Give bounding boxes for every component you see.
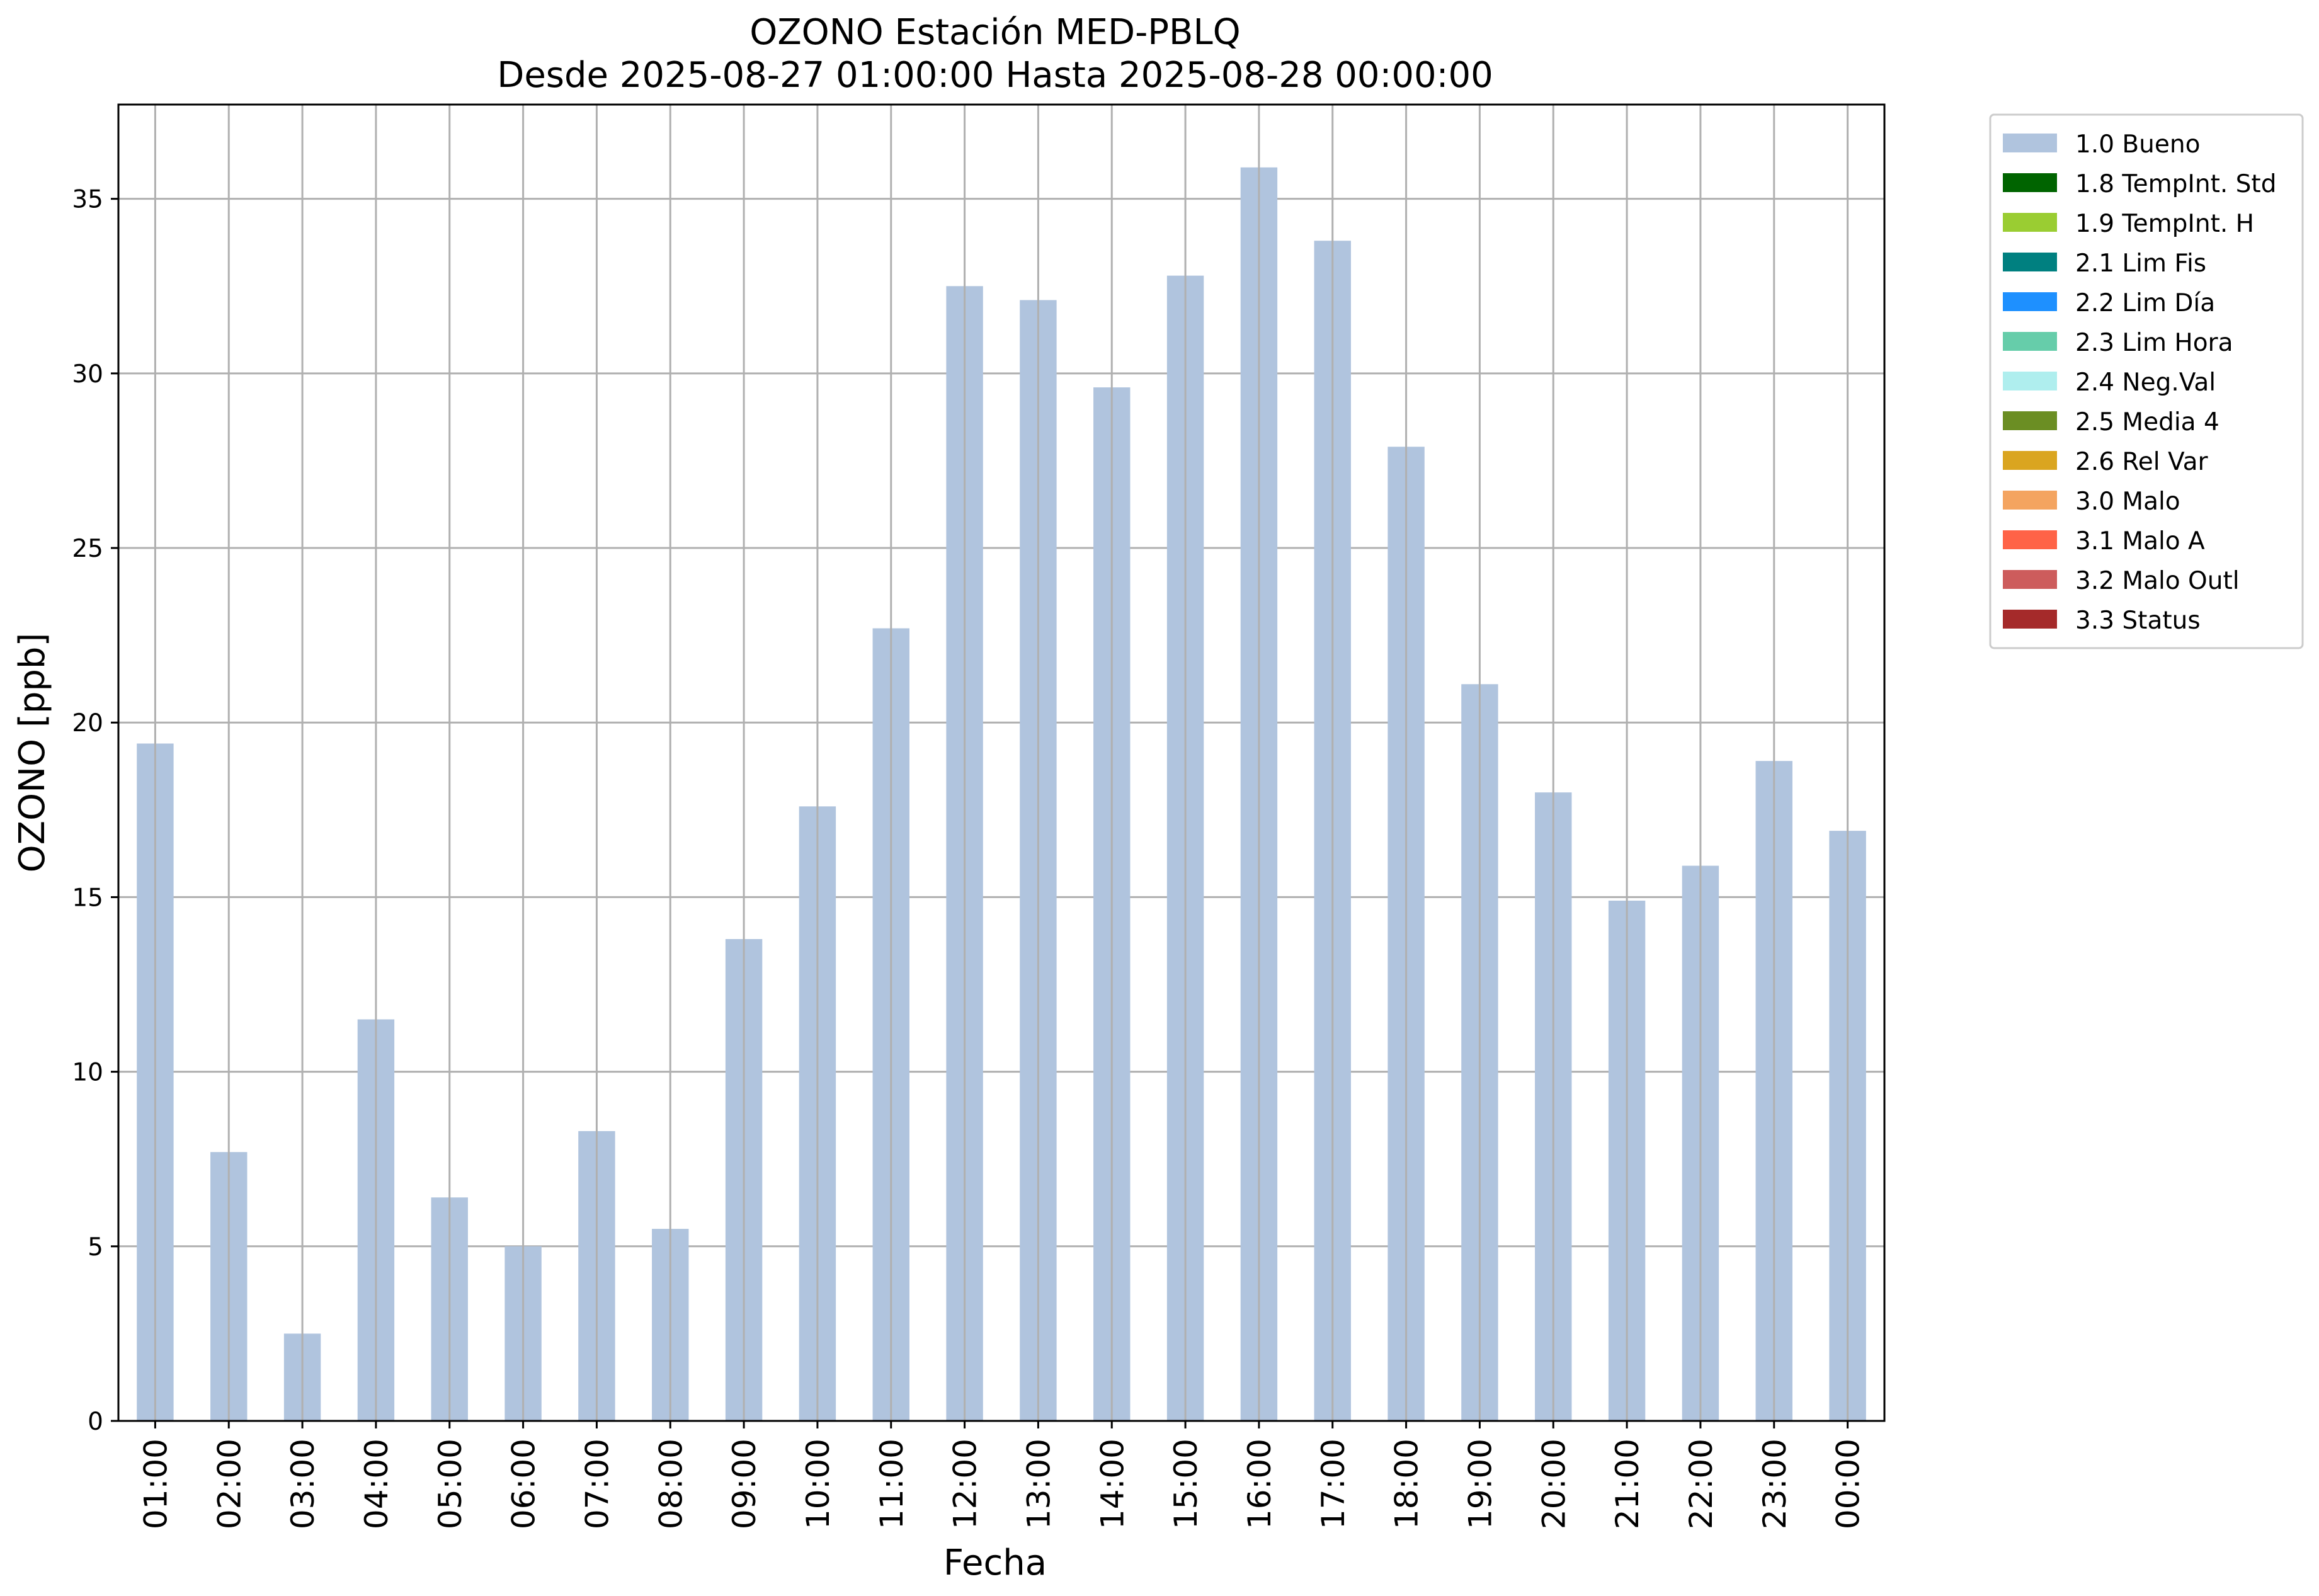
legend-swatch — [2003, 173, 2057, 192]
legend-label: 3.2 Malo Outl — [2075, 567, 2240, 595]
legend-label: 2.5 Media 4 — [2075, 408, 2219, 436]
y-axis-ticks: 0 5 10 15 20 25 30 35 — [72, 186, 118, 1436]
legend-swatch — [2003, 213, 2057, 232]
xtick-label: 04:00 — [358, 1439, 395, 1529]
legend-swatch — [2003, 292, 2057, 311]
xtick-label: 15:00 — [1168, 1439, 1204, 1529]
xtick-label: 12:00 — [947, 1439, 984, 1529]
xtick-label: 01:00 — [137, 1439, 174, 1529]
legend-label: 3.0 Malo — [2075, 487, 2180, 516]
legend-swatch — [2003, 253, 2057, 271]
xtick-label: 19:00 — [1462, 1439, 1498, 1529]
chart-subtitle: Desde 2025-08-27 01:00:00 Hasta 2025-08-… — [497, 55, 1493, 96]
x-axis-label: Fecha — [943, 1542, 1047, 1583]
ytick-label: 35 — [72, 186, 103, 214]
xtick-label: 20:00 — [1536, 1439, 1572, 1529]
plot-frame — [117, 103, 1886, 1422]
x-axis-ticks: 01:00 02:00 03:00 04:00 05:00 06:00 07:00 08:00… — [137, 1421, 1867, 1529]
xtick-label: 17:00 — [1315, 1439, 1352, 1529]
legend-label: 2.6 Rel Var — [2075, 448, 2209, 476]
legend-swatch — [2003, 134, 2057, 152]
legend-label: 1.8 TempInt. Std — [2075, 170, 2276, 198]
legend-box — [1989, 113, 2304, 649]
legend-swatch — [2003, 530, 2057, 549]
legend-label: 1.0 Bueno — [2075, 130, 2200, 159]
xtick-label: 05:00 — [432, 1439, 469, 1529]
legend-swatch — [2003, 411, 2057, 430]
ytick-label: 5 — [88, 1233, 103, 1262]
xtick-label: 18:00 — [1389, 1439, 1425, 1529]
chart-title: OZONO Estación MED-PBLQ — [749, 12, 1241, 53]
xtick-label: 23:00 — [1757, 1439, 1793, 1529]
bar-series — [137, 105, 1866, 1422]
legend-swatch — [2003, 372, 2057, 390]
legend-swatch — [2003, 610, 2057, 629]
xtick-label: 08:00 — [652, 1439, 689, 1529]
ytick-label: 0 — [88, 1408, 103, 1436]
gridlines — [118, 198, 1884, 1422]
legend-swatch — [2003, 451, 2057, 470]
legend-label: 3.1 Malo A — [2075, 527, 2205, 556]
y-axis-label: OZONO [ppb] — [12, 633, 53, 873]
xtick-label: 10:00 — [800, 1439, 836, 1529]
ytick-label: 20 — [72, 709, 103, 738]
xtick-label: 22:00 — [1683, 1439, 1719, 1529]
xtick-label: 11:00 — [874, 1439, 910, 1529]
legend-label: 2.1 Lim Fis — [2075, 249, 2206, 278]
legend-swatch — [2003, 332, 2057, 351]
xtick-label: 02:00 — [211, 1439, 248, 1529]
xtick-label: 21:00 — [1609, 1439, 1646, 1529]
ytick-label: 25 — [72, 535, 103, 563]
xtick-label: 13:00 — [1020, 1439, 1057, 1529]
legend-swatch — [2003, 491, 2057, 510]
ytick-label: 10 — [72, 1059, 103, 1087]
xtick-label: 00:00 — [1830, 1439, 1867, 1529]
legend: 1.0 Bueno 1.8 TempInt. Std 1.9 TempInt. H 2… — [1989, 113, 2304, 649]
xtick-label: 06:00 — [506, 1439, 542, 1529]
legend-label: 2.2 Lim Día — [2075, 289, 2215, 317]
xtick-label: 03:00 — [285, 1439, 321, 1529]
legend-label: 2.4 Neg.Val — [2075, 368, 2216, 397]
xtick-label: 14:00 — [1094, 1439, 1131, 1529]
legend-label: 3.3 Status — [2075, 607, 2201, 635]
xtick-label: 16:00 — [1241, 1439, 1278, 1529]
legend-label: 1.9 TempInt. H — [2075, 210, 2254, 238]
legend-label: 2.3 Lim Hora — [2075, 329, 2233, 357]
xtick-label: 07:00 — [579, 1439, 615, 1529]
ytick-label: 30 — [72, 360, 103, 389]
ytick-label: 15 — [72, 884, 103, 912]
xtick-label: 09:00 — [726, 1439, 763, 1529]
legend-swatch — [2003, 570, 2057, 589]
